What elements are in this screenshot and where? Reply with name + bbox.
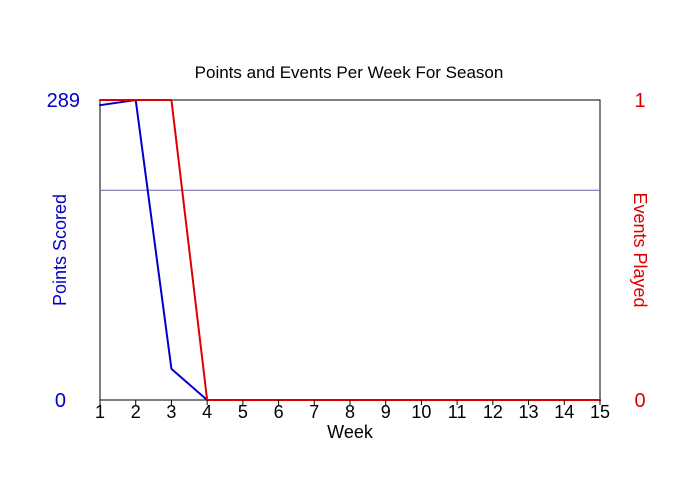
x-axis-tick-label: 14 [554, 402, 574, 422]
x-axis-tick-label: 5 [238, 402, 248, 422]
left-axis-label: Points Scored [50, 194, 70, 306]
x-axis-tick-labels: 1 2 3 4 5 6 7 8 9 10 11 12 13 14 15 [95, 402, 610, 422]
chart-title: Points and Events Per Week For Season [195, 63, 504, 82]
x-axis-label: Week [327, 422, 374, 442]
x-axis-tick-label: 12 [483, 402, 503, 422]
x-axis-tick-label: 2 [131, 402, 141, 422]
x-axis-ticks [99, 400, 601, 405]
right-axis-ticks: 1 0 [634, 90, 645, 412]
left-axis-tick-label-min: 0 [55, 390, 66, 412]
x-axis-tick-label: 4 [202, 402, 212, 422]
x-axis-tick-label: 1 [95, 402, 105, 422]
right-axis-tick-label-min: 0 [634, 390, 645, 412]
x-axis-tick-label: 10 [411, 402, 431, 422]
left-axis-tick-label-max: 289 [47, 90, 80, 112]
x-axis-tick-label: 11 [448, 402, 467, 422]
x-axis-tick-label: 6 [274, 402, 284, 422]
x-axis-tick-label: 8 [345, 402, 355, 422]
left-axis-ticks: 289 0 [47, 90, 80, 412]
right-axis-tick-label-max: 1 [634, 90, 645, 112]
right-axis-label: Events Played [630, 192, 650, 307]
x-axis-tick-label: 15 [590, 402, 610, 422]
x-axis-tick-label: 13 [519, 402, 539, 422]
x-axis-tick-label: 3 [166, 402, 176, 422]
x-axis-tick-label: 9 [381, 402, 391, 422]
x-axis-tick-label: 7 [309, 402, 319, 422]
